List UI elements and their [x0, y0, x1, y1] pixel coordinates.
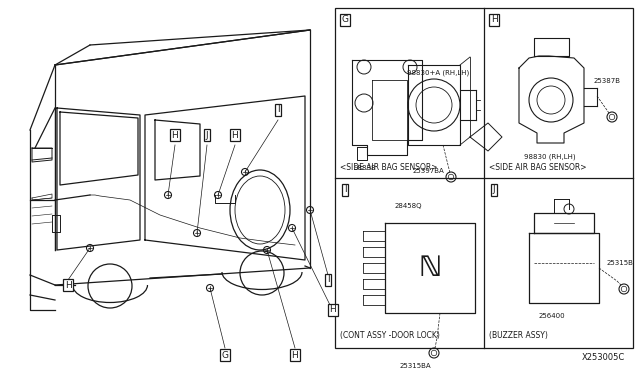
- Text: J: J: [205, 131, 208, 140]
- Text: J: J: [493, 186, 495, 195]
- Text: 98830+A (RH,LH): 98830+A (RH,LH): [407, 70, 469, 77]
- Text: H: H: [232, 131, 238, 140]
- Text: G: G: [342, 16, 349, 25]
- Text: 98838: 98838: [354, 165, 376, 171]
- Text: I: I: [326, 276, 330, 285]
- Text: 25397BA: 25397BA: [413, 168, 445, 174]
- Text: 25315B: 25315B: [607, 260, 634, 266]
- Text: X253005C: X253005C: [582, 353, 625, 362]
- Text: <SIDE AIR BAG SENSOR>: <SIDE AIR BAG SENSOR>: [340, 163, 438, 172]
- Text: H: H: [65, 280, 72, 289]
- Text: 25315BA: 25315BA: [400, 363, 431, 369]
- Text: G: G: [221, 350, 228, 359]
- Text: I: I: [344, 186, 346, 195]
- Text: 28458Q: 28458Q: [395, 203, 422, 209]
- Text: <SIDE AIR BAG SENSOR>: <SIDE AIR BAG SENSOR>: [489, 163, 586, 172]
- Text: H: H: [172, 131, 179, 140]
- Bar: [335, 8, 633, 348]
- Text: 98830 (RH,LH): 98830 (RH,LH): [524, 153, 575, 160]
- Text: ℕ: ℕ: [419, 254, 442, 282]
- Text: H: H: [491, 16, 497, 25]
- Text: I: I: [276, 106, 279, 115]
- Text: 25387B: 25387B: [594, 78, 621, 84]
- Text: H: H: [292, 350, 298, 359]
- Text: (BUZZER ASSY): (BUZZER ASSY): [489, 331, 548, 340]
- Text: (CONT ASSY -DOOR LOCK): (CONT ASSY -DOOR LOCK): [340, 331, 440, 340]
- Text: 256400: 256400: [539, 313, 566, 319]
- Text: H: H: [330, 305, 337, 314]
